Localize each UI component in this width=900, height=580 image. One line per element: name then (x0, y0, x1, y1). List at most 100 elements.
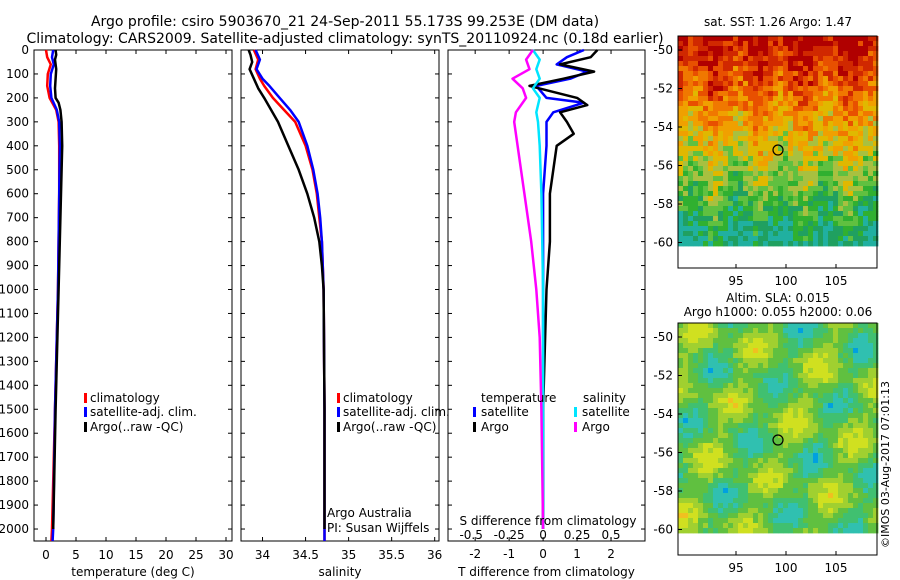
map-cell (778, 498, 784, 504)
map-cell (728, 116, 734, 122)
map-cell (858, 96, 864, 102)
map-cell (683, 433, 689, 439)
map-cell (858, 166, 864, 172)
map-cell (873, 191, 879, 197)
map-cell (773, 403, 779, 409)
map-cell (768, 81, 774, 87)
map-cell (853, 151, 859, 157)
depth-axis: 0100200300400500600700800900100011001200… (0, 43, 645, 536)
map-cell (773, 126, 779, 132)
map-cell (798, 106, 804, 112)
map-cell (778, 106, 784, 112)
map-cell (748, 388, 754, 394)
map-cell (843, 393, 849, 399)
map-cell (843, 66, 849, 72)
map-cell (753, 76, 759, 82)
map-cell (788, 343, 794, 349)
map-cell (703, 121, 709, 127)
map-cell (838, 236, 844, 242)
map-cell (678, 483, 684, 489)
map-cell (823, 523, 829, 529)
map-cell (763, 101, 769, 107)
map-cell (713, 513, 719, 519)
map-cell (813, 91, 819, 97)
map-cell (833, 383, 839, 389)
map-cell (773, 241, 779, 247)
map-cell (728, 383, 734, 389)
map-cell (713, 41, 719, 47)
lat-tick-label: -50 (653, 43, 673, 57)
map-cell (688, 101, 694, 107)
depth-tick-label: 100 (6, 67, 29, 81)
map-cell (718, 498, 724, 504)
map-cell (783, 51, 789, 57)
map-cell (803, 423, 809, 429)
map-cell (818, 141, 824, 147)
map-cell (753, 221, 759, 227)
map-cell (798, 453, 804, 459)
map-cell (873, 458, 879, 464)
map-cell (733, 498, 739, 504)
map-cell (733, 423, 739, 429)
map-cell (738, 353, 744, 359)
map-cell (688, 463, 694, 469)
map-cell (688, 226, 694, 232)
map-cell (873, 71, 879, 77)
map-cell (753, 443, 759, 449)
map-cell (678, 438, 684, 444)
map-cell (803, 403, 809, 409)
map-cell (818, 86, 824, 92)
map-cell (828, 46, 834, 52)
map-cell (748, 166, 754, 172)
map-cell (753, 156, 759, 162)
map-cell (768, 338, 774, 344)
map-cell (798, 61, 804, 67)
map-cell (733, 503, 739, 509)
map-cell (808, 131, 814, 137)
map-cell (688, 418, 694, 424)
map-cell (778, 116, 784, 122)
map-cell (833, 156, 839, 162)
map-cell (718, 131, 724, 137)
map-cell (678, 518, 684, 524)
map-cell (758, 393, 764, 399)
map-cell (693, 86, 699, 92)
map-cell (853, 76, 859, 82)
map-cell (733, 46, 739, 52)
map-cell (718, 343, 724, 349)
map-cell (803, 141, 809, 147)
map-cell (858, 106, 864, 112)
legend-satellite-adj-swatch (84, 407, 87, 417)
map-cell (803, 126, 809, 132)
map-cell (823, 468, 829, 474)
map-cell (713, 211, 719, 217)
map-cell (828, 468, 834, 474)
map-cell (813, 423, 819, 429)
map-cell (833, 393, 839, 399)
map-cell (853, 41, 859, 47)
map-cell (788, 383, 794, 389)
map-cell (863, 91, 869, 97)
map-cell (683, 453, 689, 459)
map-cell (758, 206, 764, 212)
map-cell (783, 443, 789, 449)
map-cell (678, 146, 684, 152)
map-cell (813, 463, 819, 469)
map-cell (748, 353, 754, 359)
map-cell (838, 393, 844, 399)
map-cell (758, 498, 764, 504)
map-cell (823, 348, 829, 354)
map-cell (683, 71, 689, 77)
map-cell (678, 338, 684, 344)
map-cell (813, 116, 819, 122)
map-cell (808, 206, 814, 212)
map-cell (763, 81, 769, 87)
map-cell (833, 438, 839, 444)
map-cell (718, 161, 724, 167)
map-cell (768, 146, 774, 152)
map-cell (698, 398, 704, 404)
map-cell (703, 323, 709, 329)
map-cell (743, 398, 749, 404)
map-cell (738, 111, 744, 117)
map-cell (838, 221, 844, 227)
